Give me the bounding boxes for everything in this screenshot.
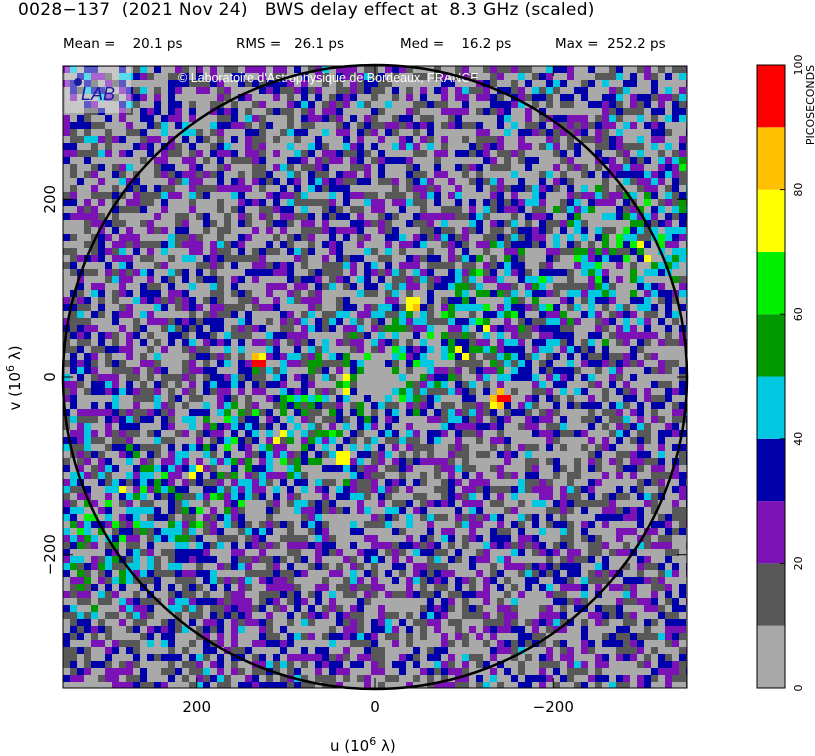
y-tick-label: 0 bbox=[41, 372, 59, 382]
x-tick-label: −200 bbox=[533, 698, 574, 716]
x-tick-label: 200 bbox=[182, 698, 211, 716]
colorbar-bin bbox=[757, 376, 785, 439]
colorbar-tick-label: 100 bbox=[792, 55, 805, 76]
stat-med: Med = 16.2 ps bbox=[400, 36, 511, 52]
y-axis-label: v (106 λ) bbox=[4, 345, 24, 410]
stat-mean-label: Mean = bbox=[63, 36, 116, 52]
stat-mean: Mean = 20.1 ps bbox=[63, 36, 183, 52]
stat-max: Max = 252.2 ps bbox=[555, 36, 666, 52]
colorbar-bin bbox=[757, 251, 785, 315]
stat-rms: RMS = 26.1 ps bbox=[236, 36, 344, 52]
colorbar-tick-label: 40 bbox=[792, 432, 805, 446]
colorbar-bin bbox=[757, 65, 785, 128]
lab-logo-watermark: LAB bbox=[65, 67, 131, 113]
colorbar-bin bbox=[757, 438, 785, 502]
x-tick-label: 0 bbox=[370, 698, 380, 716]
colorbar-bin bbox=[757, 314, 785, 377]
stat-mean-value: 20.1 ps bbox=[132, 36, 183, 52]
colorbar-bin bbox=[757, 127, 785, 190]
stat-rms-value: 26.1 ps bbox=[294, 36, 345, 52]
colorbar-label: PICOSECONDS bbox=[804, 65, 815, 145]
colorbar-bin bbox=[757, 625, 785, 688]
colorbar-bin bbox=[757, 563, 785, 626]
stat-max-label: Max = bbox=[555, 36, 599, 52]
colorbar: 0 20 40 60 80 100 bbox=[756, 55, 805, 692]
colorbar-bin bbox=[757, 189, 785, 252]
axes: 200 0 −200 200 0 −200 bbox=[41, 66, 687, 716]
y-tick-label: 200 bbox=[41, 185, 59, 214]
colorbar-frame bbox=[756, 64, 786, 689]
lab-logo: LAB bbox=[81, 84, 115, 104]
colorbar-tick-label: 60 bbox=[792, 307, 805, 321]
watermark-text-label: Laboratoire d'Astrophysique de Bordeaux,… bbox=[191, 71, 479, 85]
heatmap-layer bbox=[63, 66, 687, 688]
stat-rms-label: RMS = bbox=[236, 36, 282, 52]
watermark-text: © Laboratoire d'Astrophysique de Bordeau… bbox=[178, 71, 479, 85]
stat-max-value: 252.2 ps bbox=[607, 36, 666, 52]
stat-med-label: Med = bbox=[400, 36, 445, 52]
chart-title: 0028−137 (2021 Nov 24) BWS delay effect … bbox=[18, 0, 595, 20]
x-axis-label: u (106 λ) bbox=[330, 735, 396, 755]
colorbar-tick-label: 80 bbox=[792, 183, 805, 197]
colorbar-tick-label: 20 bbox=[792, 556, 805, 570]
colorbar-tick-label: 0 bbox=[792, 685, 805, 692]
stat-med-value: 16.2 ps bbox=[461, 36, 512, 52]
colorbar-bin bbox=[757, 501, 785, 564]
y-tick-label: −200 bbox=[41, 534, 59, 575]
